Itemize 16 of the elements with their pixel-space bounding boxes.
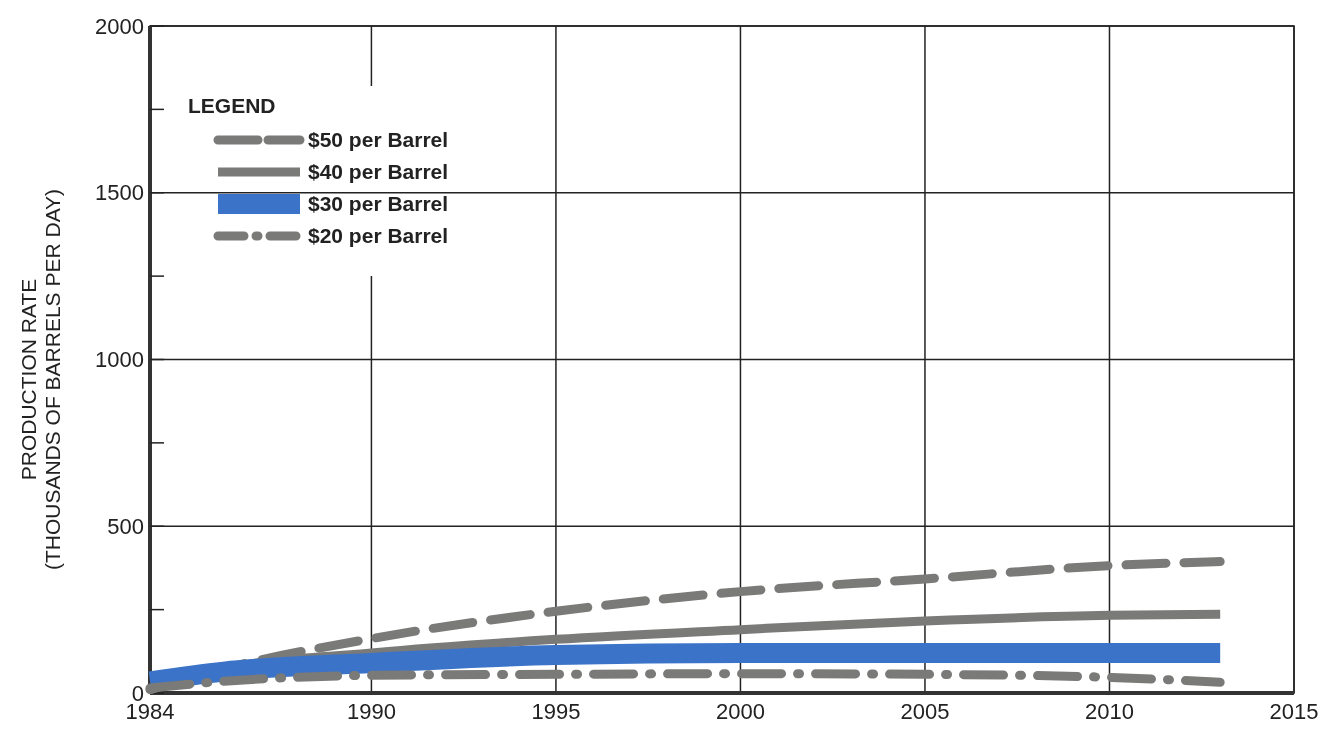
y-tick-label: 1500	[95, 180, 144, 206]
legend-title: LEGEND	[188, 94, 276, 117]
legend-label: $30 per Barrel	[308, 192, 449, 216]
x-tick-label: 2015	[1269, 699, 1319, 724]
legend-label: $40 per Barrel	[308, 160, 449, 184]
y-axis-title: PRODUCTION RATE (THOUSANDS OF BARRELS PER DAY)	[17, 188, 64, 571]
y-tick-label: 500	[107, 513, 144, 539]
x-tick-label: 1995	[531, 699, 581, 724]
y-tick-label: 2000	[95, 13, 144, 39]
legend-label: $20 per Barrel	[308, 224, 449, 248]
legend-label: $50 per Barrel	[308, 128, 449, 152]
x-tick-label: 2000	[715, 699, 765, 724]
x-tick-label: 2010	[1085, 699, 1134, 724]
y-tick-label: 1000	[95, 347, 144, 373]
x-tick-label: 1990	[346, 699, 396, 724]
x-tick-label: 2005	[900, 699, 950, 724]
